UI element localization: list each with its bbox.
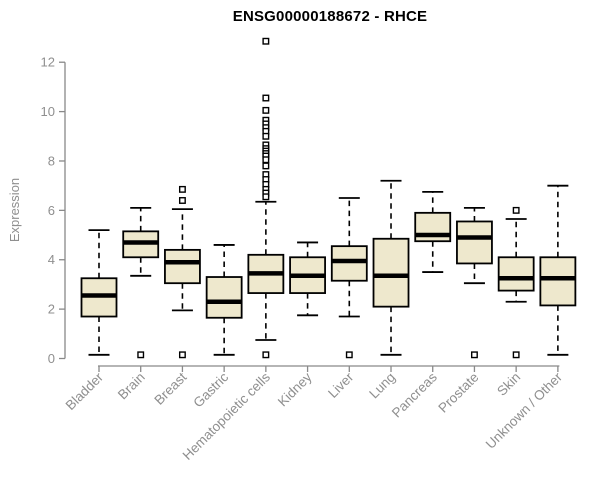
outlier-point [512, 206, 520, 214]
box-prostate [456, 220, 493, 265]
outlier-point [262, 193, 270, 201]
outlier-point [137, 351, 145, 359]
outlier-point [262, 351, 270, 359]
outlier-point [512, 351, 520, 359]
y-tick-label: 10 [41, 104, 55, 119]
box-breast [164, 248, 201, 285]
y-tick-label: 8 [48, 153, 55, 168]
x-tick-label: Bladder [63, 369, 107, 413]
outlier-point [262, 162, 270, 170]
x-tick-label: Brain [115, 370, 148, 403]
box-skin [497, 256, 535, 292]
outlier-point [178, 197, 186, 204]
outlier-point [178, 351, 186, 359]
box-lung [372, 237, 410, 308]
chart-title: ENSG00000188672 - RHCE [232, 8, 428, 25]
outlier-point [262, 106, 270, 114]
y-tick-label: 6 [48, 203, 55, 218]
x-tick-label: Skin [494, 370, 523, 399]
x-tick-label: Kidney [275, 369, 315, 409]
y-tick-label: 4 [48, 252, 55, 267]
outlier-point [345, 351, 353, 359]
outlier-point [262, 94, 270, 102]
y-axis-title: Expression [7, 177, 22, 243]
y-tick-label: 2 [48, 302, 55, 317]
outlier-point [262, 132, 270, 140]
x-tick-label: Pancreas [389, 369, 440, 420]
outlier-point [470, 351, 478, 359]
y-tick-label: 12 [41, 55, 55, 70]
y-tick-label: 0 [48, 351, 55, 366]
x-tick-label: Gastric [190, 369, 231, 410]
box-gastric [205, 276, 243, 319]
x-tick-label: Prostate [435, 370, 481, 416]
box-liver [330, 245, 368, 282]
box-unknown-other [539, 256, 577, 307]
x-tick-label: Lung [366, 370, 398, 402]
x-tick-label: Liver [325, 369, 357, 401]
outlier-point [178, 185, 186, 193]
x-tick-label: Breast [151, 369, 189, 407]
x-tick-label: Unknown / Other [483, 369, 566, 452]
outlier-point [262, 37, 270, 45]
outlier-point [262, 156, 270, 164]
